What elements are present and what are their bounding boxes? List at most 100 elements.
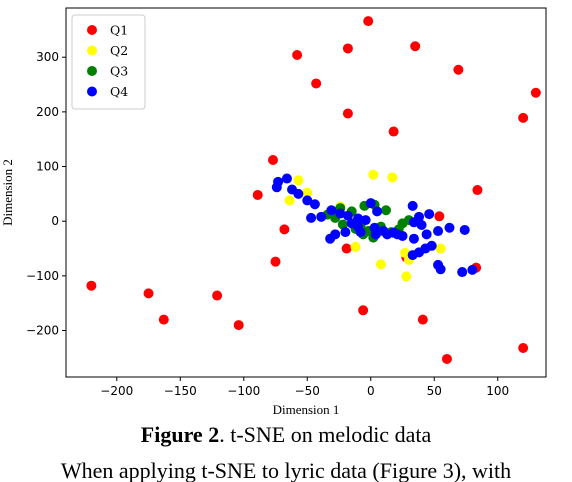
- point-q1: [212, 290, 223, 301]
- point-q1: [363, 16, 374, 27]
- y-tick-label: 100: [36, 160, 59, 174]
- point-q1: [441, 353, 452, 364]
- point-q1: [388, 126, 399, 137]
- point-q2: [401, 271, 412, 282]
- x-tick-label: −150: [164, 384, 197, 398]
- figure-caption-text: . t-SNE on melodic data: [219, 422, 432, 447]
- point-q1: [434, 211, 445, 222]
- figure-caption: Figure 2. t-SNE on melodic data: [0, 422, 572, 448]
- y-axis-label: Dimension 2: [0, 159, 15, 226]
- point-q4: [407, 200, 418, 211]
- legend-label-q2: Q2: [110, 43, 128, 58]
- legend: Q1 Q2 Q3 Q4: [71, 14, 146, 110]
- point-q2: [387, 172, 398, 183]
- legend-marker-q2: [87, 45, 97, 56]
- point-q1: [252, 189, 263, 200]
- plot-frame: [65, 7, 547, 378]
- point-q4: [459, 224, 470, 235]
- x-tick-label: −200: [100, 384, 133, 398]
- x-tick-label: 0: [367, 384, 375, 398]
- point-q4: [326, 205, 337, 216]
- y-tick-label: −100: [26, 269, 59, 283]
- point-q4: [360, 215, 371, 226]
- point-q4: [467, 264, 478, 275]
- point-q1: [410, 41, 421, 52]
- point-q1: [267, 154, 278, 165]
- point-q4: [370, 229, 381, 240]
- x-tick-label: −100: [227, 384, 260, 398]
- point-q1: [518, 343, 529, 354]
- legend-label-q3: Q3: [110, 64, 128, 79]
- scatter-chart: −200 −150 −100 −50 0 50 100−200−1000100200300 …: [0, 7, 547, 417]
- x-tick-label: 50: [427, 384, 442, 398]
- legend-label-q4: Q4: [110, 84, 128, 99]
- point-q1: [417, 314, 428, 325]
- point-q4: [433, 226, 444, 237]
- point-q2: [350, 241, 361, 252]
- point-q4: [457, 267, 468, 278]
- point-q1: [518, 112, 529, 123]
- point-q4: [408, 233, 419, 244]
- point-q1: [233, 320, 244, 331]
- point-q4: [435, 264, 446, 275]
- point-q1: [342, 108, 353, 119]
- point-q2: [368, 169, 379, 180]
- point-q2: [302, 187, 313, 198]
- point-q1: [530, 87, 541, 98]
- point-q1: [472, 185, 483, 196]
- x-tick-label: 100: [486, 384, 509, 398]
- y-tick-label: 300: [36, 50, 59, 64]
- point-q4: [392, 229, 403, 240]
- point-q4: [302, 195, 313, 206]
- point-q1: [279, 224, 290, 235]
- legend-label-q1: Q1: [110, 23, 128, 38]
- point-q1: [292, 50, 303, 61]
- legend-marker-q4: [87, 86, 97, 97]
- point-q4: [342, 210, 353, 221]
- y-tick-label: 0: [51, 214, 59, 228]
- x-axis-label: Dimension 1: [273, 402, 340, 417]
- point-q1: [453, 64, 464, 75]
- point-q4: [340, 227, 351, 238]
- point-q4: [426, 240, 437, 251]
- data-points: [86, 16, 541, 364]
- point-q4: [306, 212, 317, 223]
- point-q1: [311, 78, 322, 89]
- point-q1: [86, 280, 97, 291]
- point-q4: [416, 220, 427, 231]
- point-q4: [316, 211, 327, 222]
- legend-box: [71, 14, 146, 110]
- point-q4: [281, 173, 292, 184]
- legend-marker-q3: [87, 66, 97, 76]
- point-q2: [375, 259, 386, 270]
- point-q2: [293, 175, 304, 186]
- point-q4: [293, 188, 304, 199]
- legend-marker-q1: [87, 25, 97, 35]
- point-q4: [365, 198, 376, 209]
- point-q1: [342, 43, 353, 54]
- point-q4: [355, 227, 366, 238]
- point-q4: [408, 217, 419, 228]
- point-q4: [325, 233, 336, 244]
- point-q1: [358, 305, 369, 316]
- point-q1: [158, 314, 169, 325]
- point-q1: [143, 288, 154, 299]
- y-tick-label: 200: [36, 105, 59, 119]
- point-q4: [271, 182, 282, 193]
- point-q1: [270, 256, 281, 267]
- point-q2: [284, 195, 295, 206]
- point-q3: [381, 205, 391, 216]
- point-q1: [341, 243, 352, 254]
- body-text: When applying t-SNE to lyric data (Figur…: [60, 458, 512, 482]
- point-q4: [421, 229, 432, 240]
- point-q3: [337, 219, 348, 230]
- x-tick-label: −50: [295, 384, 320, 398]
- point-q2: [435, 243, 446, 254]
- point-q4: [372, 206, 383, 217]
- point-q4: [382, 229, 393, 240]
- point-q4: [444, 222, 455, 233]
- point-q4: [309, 199, 320, 210]
- point-q4: [335, 208, 346, 219]
- figure-label: Figure 2: [140, 422, 220, 447]
- axis-ticks: −200 −150 −100 −50 0 50 100 −200 −100 0 100 200 300: [26, 50, 509, 398]
